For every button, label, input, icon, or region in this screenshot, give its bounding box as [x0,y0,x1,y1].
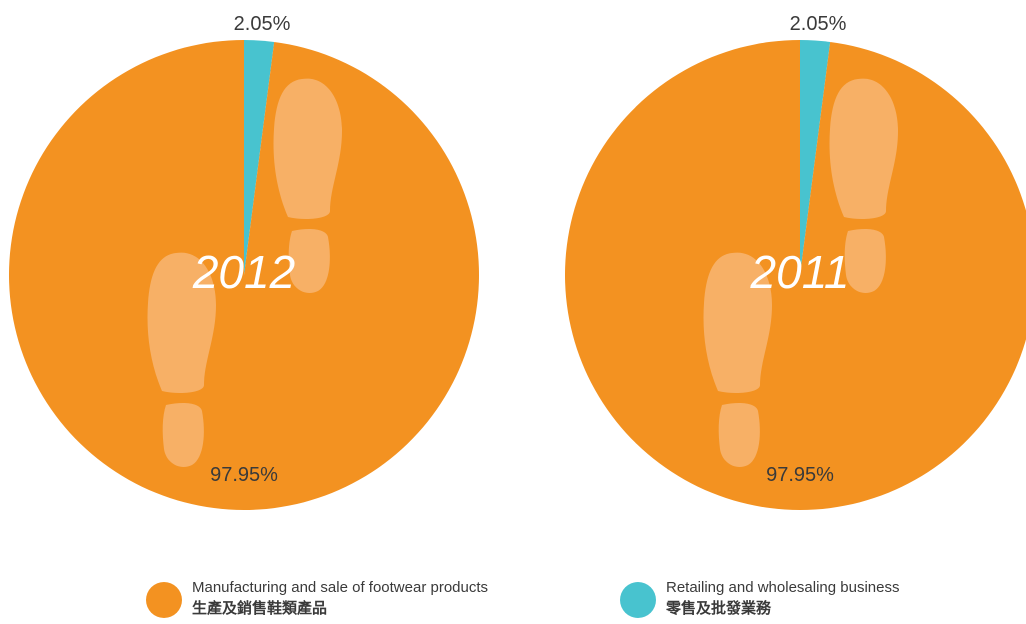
legend-item-retailing: Retailing and wholesaling business 零售及批發… [620,578,899,624]
legend-swatch-retailing [620,582,656,618]
pie-slice-label-retailing: 2.05% [790,13,847,35]
pie-chart: 2011 2.05% 97.95% [565,13,1026,510]
pie-slice-retailing [800,40,831,275]
pie-charts: 2012 2.05% 97.95% 2011 2.05% 97.95% [8,13,1026,511]
pie-slice-label-retailing: 2.05% [234,13,291,35]
pie-center-year-label: 2011 [750,246,850,298]
legend-label-en: Manufacturing and sale of footwear produ… [192,579,489,596]
legend-label-zh: 生產及銷售鞋類產品 [192,599,328,617]
pie-chart: 2012 2.05% 97.95% [8,13,480,511]
pie-slice-retailing [244,40,275,275]
legend-label-en: Retailing and wholesaling business [666,579,900,596]
footprint-icon [703,78,898,468]
legend-swatch-manufacturing [146,582,182,618]
legend-label-zh: 零售及批發業務 [666,599,772,617]
pie-slice-manufacturing [565,40,1026,510]
pie-slice-label-manufacturing: 97.95% [766,464,834,486]
pie-center-year-label: 2012 [192,246,295,298]
pie-slice-label-manufacturing: 97.95% [210,464,278,486]
legend-item-manufacturing: Manufacturing and sale of footwear produ… [146,578,488,624]
pie-slice-manufacturing [8,40,480,511]
footprint-icon [147,78,342,468]
